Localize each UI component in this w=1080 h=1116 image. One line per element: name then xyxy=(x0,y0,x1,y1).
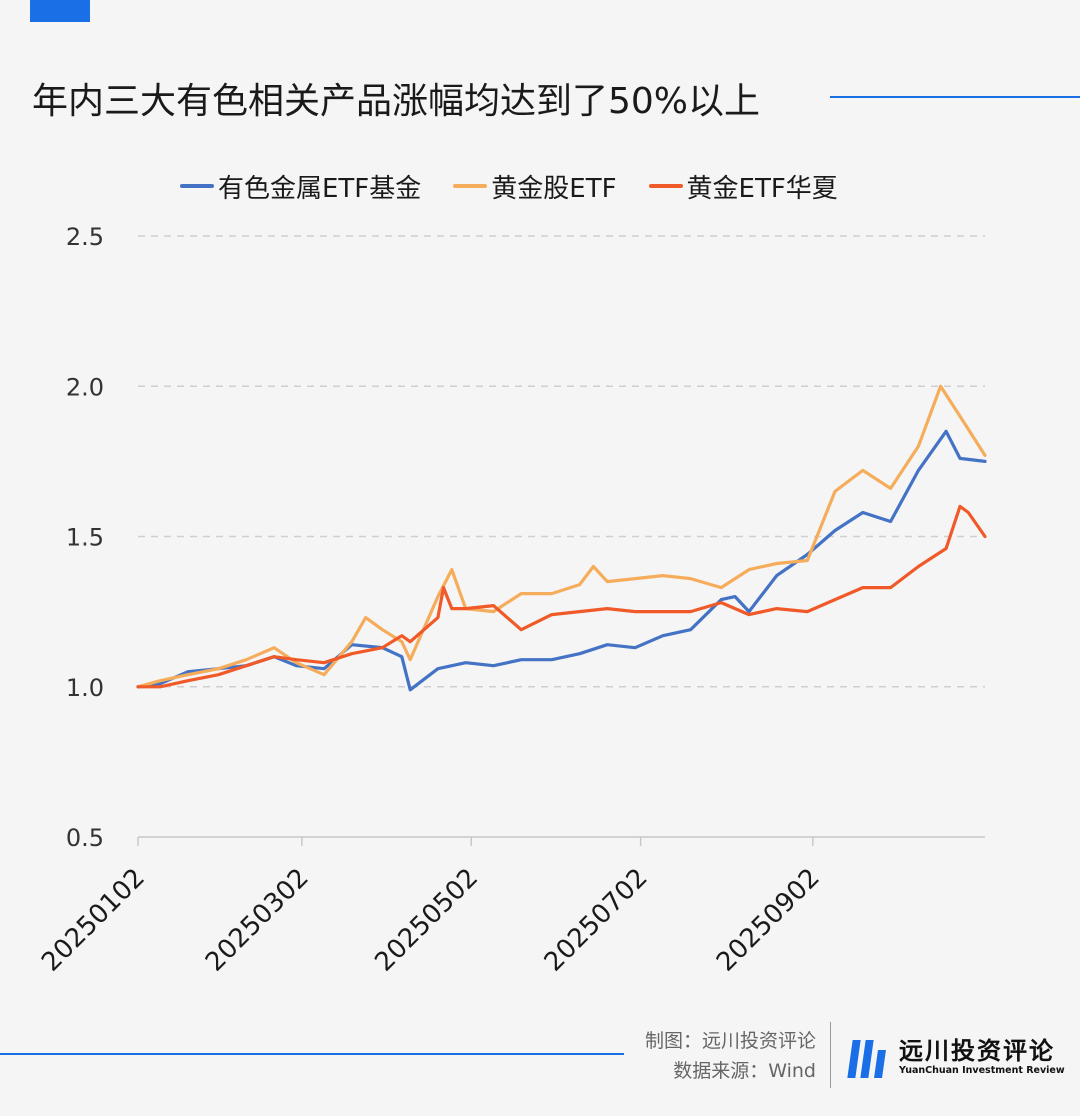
credit-block: 制图：远川投资评论 数据来源：Wind xyxy=(645,1026,816,1086)
brand-logo-icon xyxy=(847,1036,889,1078)
brand-name-en: YuanChuan Investment Review xyxy=(899,1065,1065,1076)
credit-source: 数据来源：Wind xyxy=(673,1060,816,1082)
legend-swatch-series-1 xyxy=(180,184,214,188)
legend-swatch-series-2 xyxy=(453,184,488,188)
legend-swatch-series-3 xyxy=(648,184,683,188)
legend-item-series-3: 黄金ETF华夏 xyxy=(648,168,838,205)
title-rule xyxy=(830,96,1080,98)
x-tick-label: 20250502 xyxy=(369,863,484,978)
footer-rule xyxy=(0,1053,624,1055)
chart-legend: 有色金属ETF基金 黄金股ETF 黄金ETF华夏 xyxy=(180,168,870,204)
page-title: 年内三大有色相关产品涨幅均达到了50%以上 xyxy=(32,81,761,122)
y-tick-label: 2.5 xyxy=(66,223,104,251)
y-tick-label: 1.5 xyxy=(66,524,104,552)
legend-label-series-2: 黄金股ETF xyxy=(491,173,617,204)
top-accent-bar xyxy=(30,0,90,22)
brand-block: 远川投资评论 YuanChuan Investment Review xyxy=(847,1036,1065,1078)
x-tick-label: 20250102 xyxy=(36,863,151,978)
legend-item-series-1: 有色金属ETF基金 xyxy=(180,168,421,205)
y-tick-label: 2.0 xyxy=(66,373,104,401)
legend-label-series-1: 有色金属ETF基金 xyxy=(218,173,422,204)
series-line-3 xyxy=(136,504,987,689)
series-line-1 xyxy=(136,429,987,692)
x-tick-label: 20250302 xyxy=(200,863,315,978)
line-chart: 0.5 1.0 1.5 2.0 2.5 20250102 20250302 20250502 2… xyxy=(36,223,987,978)
legend-label-series-3: 黄金ETF华夏 xyxy=(686,173,838,204)
brand-text: 远川投资评论 YuanChuan Investment Review xyxy=(899,1037,1065,1077)
y-tick-label: 1.0 xyxy=(66,674,104,702)
brand-name-cn: 远川投资评论 xyxy=(899,1037,1055,1065)
y-tick-label: 0.5 xyxy=(66,824,104,852)
x-tick-label: 20250702 xyxy=(539,863,654,978)
footer-divider xyxy=(830,1022,831,1088)
legend-item-series-2: 黄金股ETF xyxy=(453,168,617,205)
x-tick-label: 20250902 xyxy=(711,863,826,978)
credit-maker: 制图：远川投资评论 xyxy=(644,1030,816,1052)
